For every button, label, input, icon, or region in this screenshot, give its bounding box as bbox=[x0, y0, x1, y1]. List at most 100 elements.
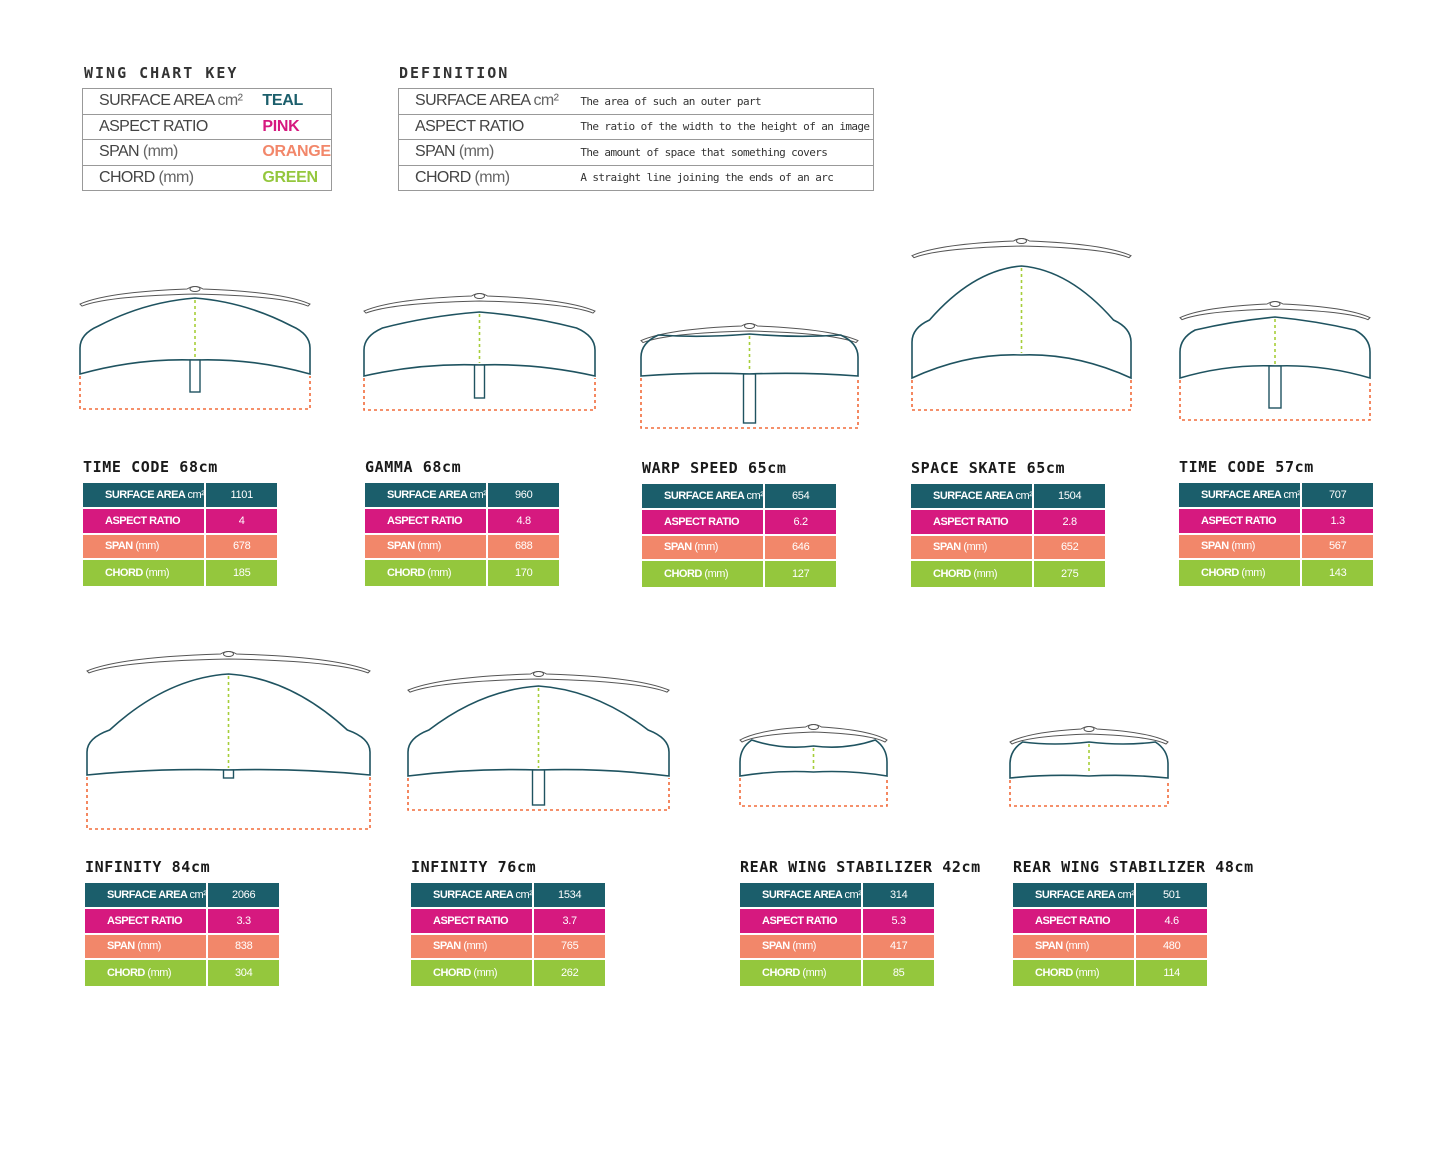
stat-label-text: SPAN bbox=[933, 541, 961, 554]
definition-text: The area of such an outer part bbox=[580, 94, 762, 108]
stat-value: 5.3 bbox=[863, 908, 934, 935]
stat-value: 4.8 bbox=[488, 508, 559, 535]
stat-row-chord: CHORD (mm) 127 bbox=[642, 561, 836, 588]
stat-row-surface: SURFACE AREA cm² 654 bbox=[642, 484, 836, 510]
stat-row-surface: SURFACE AREA cm² 1534 bbox=[411, 883, 605, 909]
stat-value: 4.6 bbox=[1136, 908, 1207, 935]
wing-planform bbox=[363, 311, 596, 377]
stat-row-chord: CHORD (mm) 185 bbox=[83, 560, 277, 587]
stat-label-unit: (mm) bbox=[963, 541, 987, 554]
wing-stats-table: SURFACE AREA cm² 1101 ASPECT RATIO 4 SPAN (… bbox=[83, 483, 277, 587]
stat-row-span: SPAN (mm) 567 bbox=[1179, 534, 1373, 561]
definition-text: The amount of space that something cover… bbox=[558, 139, 874, 165]
stat-label-unit: (mm) bbox=[802, 967, 827, 980]
stat-value: 960 bbox=[488, 483, 559, 509]
wing-drawing-8 bbox=[739, 724, 888, 807]
stat-row-aspect: ASPECT RATIO 3.7 bbox=[411, 908, 605, 935]
stat-row-span: SPAN (mm) 688 bbox=[365, 534, 559, 561]
wing-stats-table: SURFACE AREA cm² 501 ASPECT RATIO 4.6 SPAN … bbox=[1013, 883, 1207, 987]
wing-front-view bbox=[640, 323, 859, 344]
stat-label-unit: (mm) bbox=[135, 540, 159, 553]
stat-row-surface: SURFACE AREA cm² 314 bbox=[740, 883, 934, 909]
wing-front-view bbox=[363, 293, 596, 314]
definition-table: SURFACE AREA cm² The area of such an oute… bbox=[398, 88, 875, 191]
stat-label-text: SPAN bbox=[105, 540, 133, 553]
key-label-text: SPAN bbox=[99, 143, 140, 161]
stat-label-text: CHORD bbox=[1201, 567, 1239, 580]
stat-label: ASPECT RATIO bbox=[85, 908, 209, 935]
stat-value: 480 bbox=[1136, 934, 1207, 961]
wing-front-view bbox=[1009, 726, 1169, 745]
stat-value: 567 bbox=[1302, 534, 1373, 561]
wing-title: INFINITY 84cm bbox=[85, 858, 211, 876]
stat-label: ASPECT RATIO bbox=[411, 908, 535, 935]
stat-label: SPAN (mm) bbox=[85, 934, 209, 961]
wing-drawing-7 bbox=[407, 671, 670, 811]
wing-mast-mount bbox=[1016, 238, 1027, 244]
stat-label-unit: (mm) bbox=[1241, 567, 1266, 580]
stat-row-chord: CHORD (mm) 304 bbox=[85, 960, 279, 987]
stat-value: 1.3 bbox=[1302, 508, 1373, 535]
stat-value: 275 bbox=[1034, 561, 1105, 588]
stat-row-span: SPAN (mm) 646 bbox=[642, 535, 836, 562]
wing-front-view bbox=[1179, 301, 1371, 321]
span-box bbox=[86, 777, 371, 830]
stat-row-surface: SURFACE AREA cm² 1101 bbox=[83, 483, 277, 509]
stat-label: SPAN (mm) bbox=[1179, 534, 1303, 561]
stat-label: SURFACE AREA cm² bbox=[85, 883, 209, 909]
wing-fuselage bbox=[222, 769, 235, 779]
wing-title: TIME CODE 57cm bbox=[1179, 458, 1314, 476]
stat-row-chord: CHORD (mm) 262 bbox=[411, 960, 605, 987]
stat-label-text: SURFACE AREA bbox=[387, 488, 467, 501]
stat-value: 838 bbox=[208, 934, 279, 961]
stat-row-surface: SURFACE AREA cm² 960 bbox=[365, 483, 559, 509]
wing-stats-table: SURFACE AREA cm² 2066 ASPECT RATIO 3.3 SPAN… bbox=[85, 883, 279, 987]
stat-row-span: SPAN (mm) 652 bbox=[911, 535, 1105, 562]
stat-value: 765 bbox=[534, 934, 605, 961]
key-table: SURFACE AREA cm² TEAL ASPECT RATIO PINK SPA… bbox=[82, 88, 332, 191]
definition-term: ASPECT RATIO bbox=[398, 113, 559, 140]
stat-value: 3.3 bbox=[208, 908, 279, 935]
stat-label-unit: (mm) bbox=[973, 568, 998, 581]
span-box bbox=[911, 380, 1132, 411]
wing-planform bbox=[739, 739, 888, 777]
wing-title: SPACE SKATE 65cm bbox=[911, 459, 1066, 477]
stat-label-text: SPAN bbox=[433, 940, 461, 953]
key-row: SPAN (mm) ORANGE bbox=[82, 139, 332, 165]
stat-value: 4 bbox=[206, 508, 277, 535]
definition-term-unit: cm² bbox=[533, 92, 559, 110]
definition-term: SURFACE AREA cm² bbox=[399, 89, 559, 115]
wing-front-view bbox=[86, 651, 371, 674]
stat-row-surface: SURFACE AREA cm² 501 bbox=[1013, 883, 1207, 909]
wing-fuselage bbox=[531, 769, 546, 806]
wing-front-view bbox=[407, 671, 670, 693]
stat-row-aspect: ASPECT RATIO 4 bbox=[83, 508, 277, 535]
wing-mast-mount bbox=[474, 293, 485, 299]
wing-front-view bbox=[739, 724, 888, 743]
key-row: CHORD (mm) GREEN bbox=[82, 164, 332, 191]
stat-label-text: SURFACE AREA bbox=[933, 489, 1013, 502]
wing-title: INFINITY 76cm bbox=[411, 858, 537, 876]
key-label-unit: (mm) bbox=[142, 143, 179, 161]
stat-label-text: ASPECT RATIO bbox=[387, 514, 463, 527]
stat-label: CHORD (mm) bbox=[740, 960, 864, 987]
stat-row-aspect: ASPECT RATIO 4.8 bbox=[365, 508, 559, 535]
stat-label-unit: (mm) bbox=[1065, 940, 1089, 953]
wing-fuselage bbox=[189, 359, 201, 393]
stat-row-chord: CHORD (mm) 275 bbox=[911, 561, 1105, 588]
wing-title: REAR WING STABILIZER 48cm bbox=[1013, 858, 1254, 876]
wing-drawing-6 bbox=[86, 651, 371, 830]
key-label: SURFACE AREA cm² bbox=[83, 89, 243, 115]
wing-mast-mount bbox=[808, 724, 819, 730]
wing-stats-table: SURFACE AREA cm² 654 ASPECT RATIO 6.2 SPAN … bbox=[642, 484, 836, 588]
stat-value: 2066 bbox=[208, 883, 279, 909]
stat-label: ASPECT RATIO bbox=[1179, 508, 1303, 535]
stat-row-aspect: ASPECT RATIO 3.3 bbox=[85, 908, 279, 935]
stat-value: 417 bbox=[863, 934, 934, 961]
stat-value: 501 bbox=[1136, 883, 1207, 909]
stat-label: ASPECT RATIO bbox=[642, 509, 766, 536]
stat-label-unit: (mm) bbox=[427, 567, 452, 580]
stat-row-chord: CHORD (mm) 114 bbox=[1013, 960, 1207, 987]
stat-label-unit: cm² bbox=[469, 488, 487, 501]
wing-planform bbox=[86, 673, 371, 776]
